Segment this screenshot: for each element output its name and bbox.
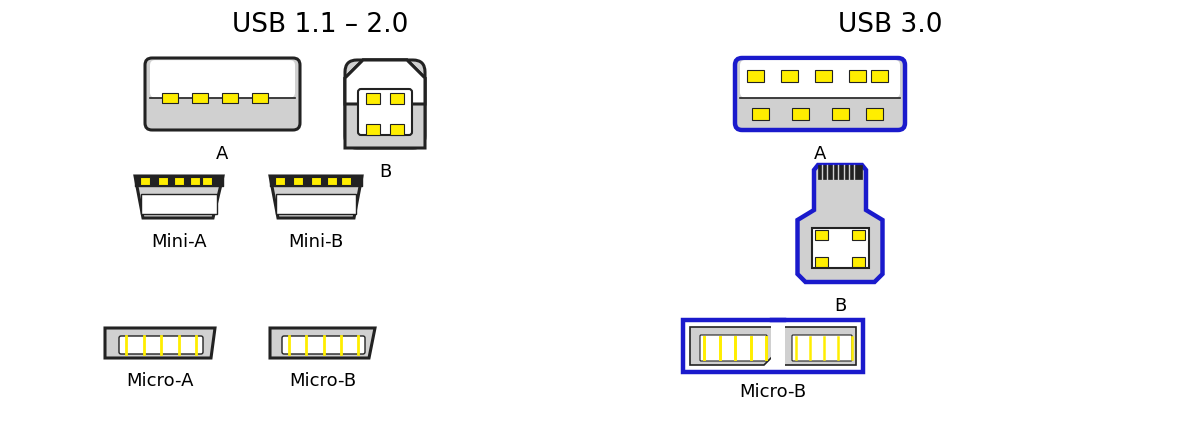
Text: B: B bbox=[379, 163, 391, 181]
Bar bbox=[815, 70, 832, 82]
Polygon shape bbox=[346, 60, 425, 104]
Bar bbox=[192, 92, 208, 103]
Polygon shape bbox=[134, 176, 223, 218]
FancyBboxPatch shape bbox=[734, 58, 905, 130]
Bar bbox=[780, 70, 798, 82]
Text: Micro-B: Micro-B bbox=[739, 383, 806, 401]
Text: Mini-A: Mini-A bbox=[151, 233, 206, 251]
Bar bbox=[792, 108, 809, 120]
Polygon shape bbox=[798, 165, 882, 282]
Bar bbox=[866, 108, 883, 120]
Bar bbox=[276, 194, 356, 214]
Bar bbox=[174, 177, 184, 185]
Text: A: A bbox=[216, 145, 229, 163]
Bar bbox=[871, 70, 888, 82]
Bar bbox=[341, 177, 352, 185]
Text: Micro-B: Micro-B bbox=[289, 372, 356, 390]
Bar bbox=[158, 177, 168, 185]
Bar bbox=[848, 70, 865, 82]
FancyBboxPatch shape bbox=[792, 335, 852, 361]
FancyBboxPatch shape bbox=[740, 60, 900, 98]
Bar bbox=[832, 108, 848, 120]
Text: Mini-B: Mini-B bbox=[288, 233, 343, 251]
Text: A: A bbox=[814, 145, 826, 163]
Bar bbox=[746, 70, 763, 82]
FancyBboxPatch shape bbox=[150, 60, 295, 98]
Bar bbox=[772, 326, 785, 366]
Polygon shape bbox=[346, 60, 425, 148]
Bar bbox=[815, 257, 828, 267]
Polygon shape bbox=[106, 328, 215, 358]
Bar bbox=[275, 177, 286, 185]
Bar bbox=[852, 257, 865, 267]
Bar bbox=[311, 177, 322, 185]
Bar bbox=[818, 165, 862, 179]
FancyBboxPatch shape bbox=[282, 336, 365, 354]
Bar bbox=[202, 177, 212, 185]
FancyBboxPatch shape bbox=[145, 58, 300, 130]
Bar bbox=[852, 230, 865, 240]
FancyBboxPatch shape bbox=[119, 336, 203, 354]
Text: Micro-A: Micro-A bbox=[126, 372, 193, 390]
Polygon shape bbox=[270, 176, 362, 218]
Bar bbox=[190, 177, 200, 185]
Bar bbox=[366, 124, 380, 135]
FancyBboxPatch shape bbox=[358, 89, 412, 135]
Bar bbox=[142, 194, 217, 214]
Bar bbox=[751, 108, 768, 120]
Bar bbox=[811, 228, 869, 268]
Bar bbox=[162, 92, 178, 103]
FancyBboxPatch shape bbox=[346, 60, 425, 148]
Bar bbox=[815, 230, 828, 240]
Bar bbox=[328, 177, 337, 185]
Text: B: B bbox=[834, 297, 846, 315]
Bar bbox=[390, 93, 404, 104]
FancyBboxPatch shape bbox=[700, 335, 767, 361]
Polygon shape bbox=[784, 327, 856, 365]
Text: USB 1.1 – 2.0: USB 1.1 – 2.0 bbox=[232, 12, 408, 38]
Bar bbox=[252, 92, 268, 103]
Bar bbox=[222, 92, 238, 103]
Bar bbox=[390, 124, 404, 135]
Text: USB 3.0: USB 3.0 bbox=[838, 12, 942, 38]
Polygon shape bbox=[270, 328, 374, 358]
Bar bbox=[293, 177, 304, 185]
Polygon shape bbox=[690, 327, 772, 365]
Bar bbox=[366, 93, 380, 104]
Bar bbox=[140, 177, 150, 185]
